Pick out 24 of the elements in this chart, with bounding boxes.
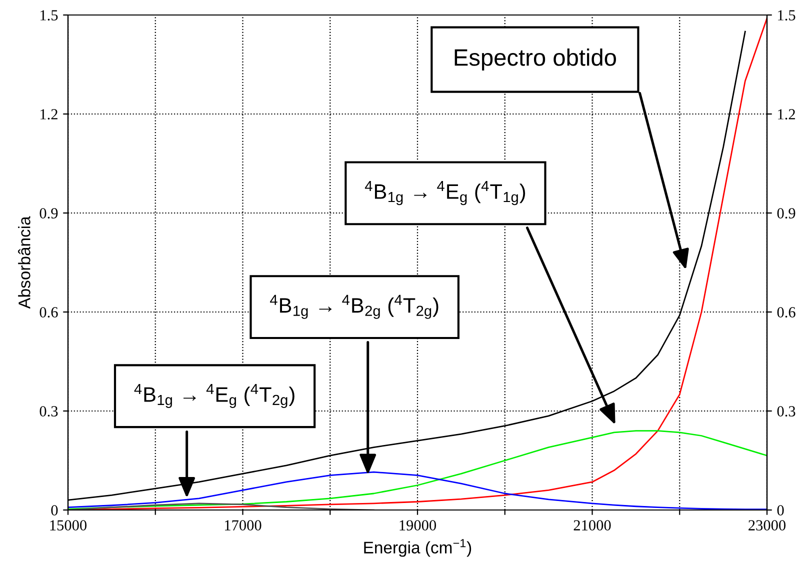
line-series — [68, 430, 767, 510]
y2-tick-label: 0 — [777, 505, 784, 516]
text: $^{4}$B$_{1g}$ → $^{4}$E$_{g}$ ($^{4}$T$_{2g}$) — [134, 384, 294, 408]
y2-tick-label: 0.6 — [777, 307, 796, 318]
annotation: Espectro obtido — [454, 48, 616, 71]
y2-tick-label: 1.5 — [778, 10, 796, 21]
text: $^{4}$B$_{1g}$ → $^{4}$B$_{2g}$ ($^{4}$T$_{2g}$) — [270, 294, 438, 319]
x-tick-label: 21000 — [574, 520, 611, 530]
text: $^{4}$B$_{1g}$ → $^{4}$E$_{g}$ ($^{4}$T$_{1g}$) — [364, 181, 526, 206]
y-axis-title: Absorbância — [18, 216, 30, 309]
y-tick-label: 1.2 — [40, 109, 58, 120]
x-tick-label: 15000 — [50, 520, 87, 530]
x-axis-title: Energia (cm$^{−1}$) — [364, 539, 472, 557]
y2-tick-label: 0.9 — [777, 208, 796, 219]
y-tick-label: 0.9 — [40, 208, 58, 219]
y-tick-label: 1.5 — [40, 10, 58, 21]
x-tick-label: 23000 — [748, 520, 786, 530]
y2-tick-label: 1.2 — [778, 109, 795, 120]
x-tick-label: 19000 — [400, 520, 436, 530]
y-tick-label: 0.6 — [40, 307, 58, 318]
y-tick-label: 0.3 — [40, 406, 58, 417]
x-tick-label: 17000 — [224, 520, 262, 530]
y2-tick-label: 0.3 — [777, 406, 796, 417]
y-tick-label: 0 — [51, 505, 58, 516]
